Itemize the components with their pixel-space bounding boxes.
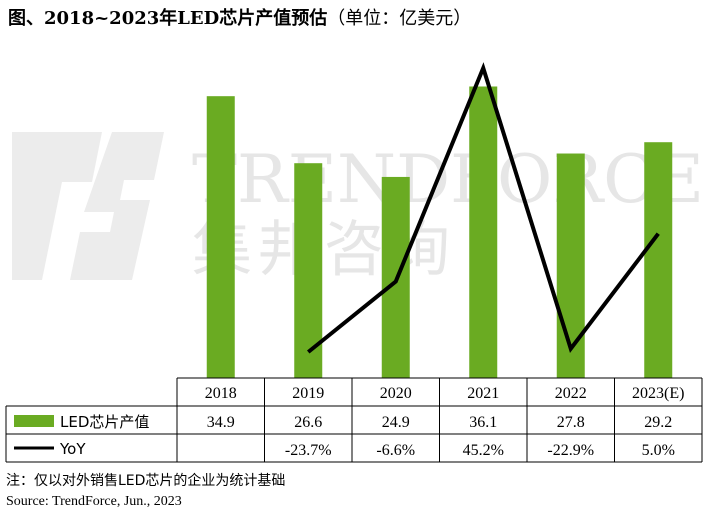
yoy-value-label-2023(E): 5.0% <box>642 442 675 459</box>
tick-label-2022: 2022 <box>555 385 587 402</box>
tick-label-2023(E): 2023(E) <box>632 385 684 402</box>
bar-value-label-2019: 26.6 <box>294 414 322 431</box>
bar-value-label-2022: 27.8 <box>557 414 585 431</box>
title-text: 图、2018~2023年LED芯片产值预估 <box>8 8 328 29</box>
legend-label-yoy: YoY <box>59 440 86 458</box>
watermark: TRENDFORCE 集邦咨询 <box>12 132 704 285</box>
source-note: Source: TrendForce, Jun., 2023 <box>6 494 182 509</box>
watermark-logo-right <box>70 132 164 280</box>
bar-2022 <box>556 153 585 378</box>
tick-label-2021: 2021 <box>467 385 499 402</box>
yoy-value-label-2020: -6.6% <box>376 442 415 459</box>
bar-2021 <box>469 86 498 379</box>
bar-value-label-2021: 36.1 <box>469 414 497 431</box>
yoy-value-label-2022: -22.9% <box>547 442 594 459</box>
yoy-line-group <box>306 62 660 354</box>
chart-title: 图、2018~2023年LED芯片产值预估（单位：亿美元） <box>8 4 471 30</box>
tick-label-2018: 2018 <box>205 385 237 402</box>
tick-label-2019: 2019 <box>292 385 324 402</box>
bar-value-label-2018: 34.9 <box>207 414 235 431</box>
yoy-value-label-2019: -23.7% <box>285 442 332 459</box>
bar-value-label-2020: 24.9 <box>382 414 410 431</box>
watermark-logo-left <box>12 132 102 280</box>
legend-label-bars: LED芯片产值 <box>60 413 149 431</box>
yoy-value-label-2021: 45.2% <box>463 442 504 459</box>
footnote: 注：仅以对外销售LED芯片的企业为统计基础 <box>6 473 286 489</box>
bar-value-label-2023(E): 29.2 <box>644 414 672 431</box>
data-table: 2018 2019 2020 2021 2022 2023(E) LED芯片产值 YoY 34.… <box>5 377 703 463</box>
title-unit: （单位：亿美元） <box>327 8 472 29</box>
tick-label-2020: 2020 <box>380 385 412 402</box>
bar-2023(E) <box>644 142 673 378</box>
legend-swatch-bars <box>14 415 54 427</box>
bar-2018 <box>206 96 235 379</box>
